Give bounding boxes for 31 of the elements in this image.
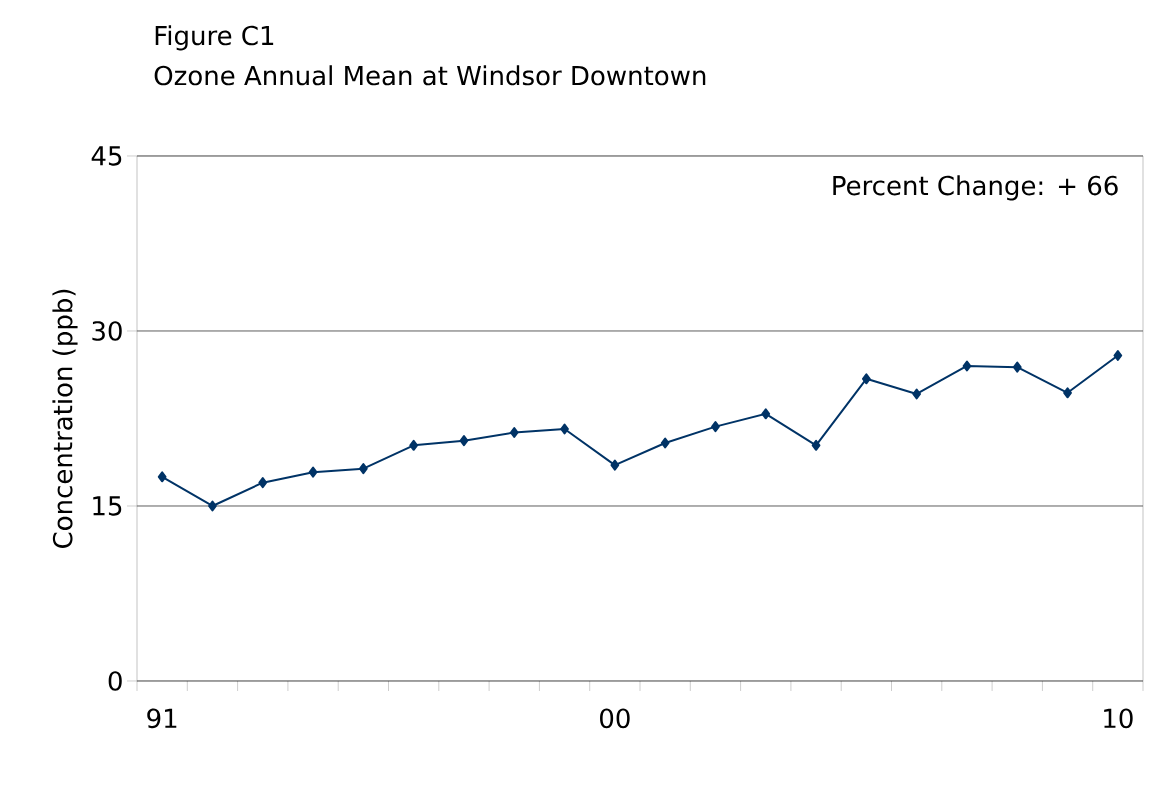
point <box>258 477 268 489</box>
point <box>962 360 972 372</box>
point <box>610 459 620 471</box>
point <box>409 439 419 451</box>
point <box>358 463 368 475</box>
y-tick-label: 0 <box>108 671 122 691</box>
point <box>861 373 871 385</box>
point <box>308 466 318 478</box>
annotation: Percent Change: + 66 <box>833 175 1118 201</box>
y-tick-label: 15 <box>93 496 122 516</box>
x-tick-label: 10 <box>1104 708 1133 729</box>
point <box>1012 361 1022 373</box>
x-tick-label: 91 <box>147 708 177 729</box>
point <box>459 435 469 447</box>
point <box>208 500 217 512</box>
point <box>711 421 720 433</box>
point <box>1113 349 1123 361</box>
chart-title: Figure C1 <box>155 25 274 51</box>
y-tick-label: 30 <box>92 321 122 341</box>
point <box>509 426 519 438</box>
point <box>660 437 670 449</box>
y-tick-label: 45 <box>91 146 122 166</box>
point <box>811 439 821 451</box>
x-tick-label: 00 <box>600 708 630 729</box>
point <box>912 388 922 400</box>
point <box>157 471 167 483</box>
y-axis-title: Concentration (ppb) <box>52 289 78 549</box>
point <box>761 408 771 420</box>
point <box>1063 387 1072 399</box>
chart-subtitle: Ozone Annual Mean at Windsor Downtown <box>154 65 706 86</box>
point <box>560 423 569 435</box>
